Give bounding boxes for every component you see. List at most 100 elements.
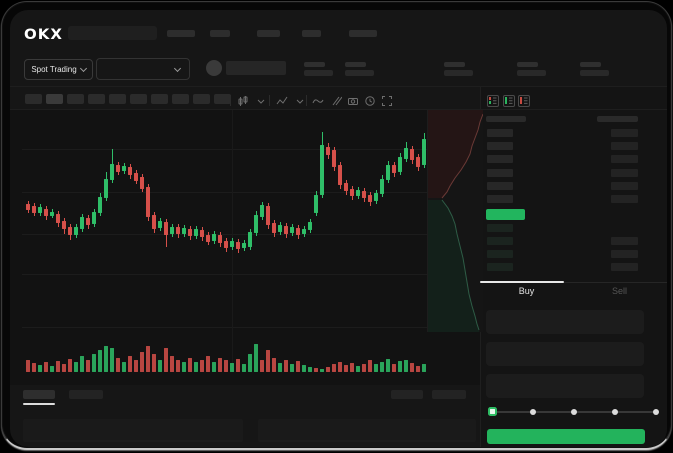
- ask-row[interactable]: [480, 193, 667, 205]
- search-input[interactable]: [68, 26, 157, 40]
- candle-body: [260, 205, 264, 217]
- candle-body: [32, 206, 36, 213]
- camera-icon[interactable]: [346, 94, 360, 107]
- orders-action-placeholder[interactable]: [432, 390, 466, 399]
- volume-bar: [212, 362, 216, 372]
- nav-item[interactable]: [167, 30, 195, 37]
- coin-avatar[interactable]: [206, 60, 222, 76]
- volume-bar: [92, 354, 96, 372]
- slider-stop[interactable]: [653, 409, 659, 415]
- gridline: [22, 327, 427, 328]
- candle-body: [374, 193, 378, 201]
- ask-price-placeholder: [487, 142, 513, 151]
- book-bids-icon[interactable]: [502, 94, 515, 107]
- timeframe-chip[interactable]: [109, 94, 126, 104]
- slider-handle[interactable]: [487, 407, 497, 416]
- total-field[interactable]: [486, 374, 644, 398]
- volume-bar: [44, 362, 48, 372]
- volume-bar: [140, 352, 144, 372]
- volume-bar: [344, 365, 348, 372]
- timeframe-chip[interactable]: [88, 94, 105, 104]
- candle-body: [302, 229, 306, 234]
- chevron-down-icon[interactable]: [254, 94, 268, 107]
- candle-body: [230, 241, 234, 247]
- nav-item[interactable]: [210, 30, 230, 37]
- brush-icon[interactable]: [329, 94, 343, 107]
- nav-item[interactable]: [349, 30, 377, 37]
- candles-icon[interactable]: [236, 94, 250, 107]
- timeframe-chip[interactable]: [193, 94, 210, 104]
- timeframe-chip[interactable]: [67, 94, 84, 104]
- volume-bar: [236, 359, 240, 372]
- pair-dropdown[interactable]: [96, 58, 190, 80]
- candle-body: [38, 207, 42, 213]
- pair-name-placeholder: [226, 61, 286, 75]
- market-type-selector[interactable]: Spot Trading: [24, 59, 93, 80]
- ask-amount-placeholder: [611, 181, 638, 190]
- candle-body: [188, 229, 192, 236]
- orders-tab[interactable]: [69, 390, 103, 399]
- tab-sell[interactable]: Sell: [611, 286, 627, 296]
- volume-bar: [188, 358, 192, 372]
- candlestick-chart[interactable]: [22, 117, 427, 287]
- volume-bar: [404, 360, 408, 372]
- orders-table-placeholder: [258, 419, 476, 442]
- timeframe-chip[interactable]: [130, 94, 147, 104]
- timeframe-chip[interactable]: [25, 94, 42, 104]
- timeframe-chip[interactable]: [172, 94, 189, 104]
- orders-tab[interactable]: [23, 390, 55, 399]
- buy-submit-button[interactable]: [487, 429, 645, 444]
- stat-value-placeholder: [517, 70, 546, 76]
- candle-body: [146, 187, 150, 217]
- tab-buy[interactable]: Buy: [518, 286, 535, 296]
- candle-body: [152, 215, 156, 229]
- bid-row[interactable]: [480, 248, 667, 260]
- chevron-down-icon[interactable]: [293, 94, 307, 107]
- stat-label-placeholder: [345, 62, 366, 67]
- volume-bar: [356, 366, 360, 372]
- ask-row[interactable]: [480, 140, 667, 152]
- candle-body: [122, 166, 126, 171]
- candle-body: [356, 190, 360, 196]
- volume-bar: [86, 360, 90, 372]
- candle-body: [224, 241, 228, 248]
- ask-row[interactable]: [480, 127, 667, 139]
- candle-body: [338, 165, 342, 185]
- last-price-bar[interactable]: [486, 209, 525, 220]
- fullscreen-icon[interactable]: [380, 94, 394, 107]
- gridline: [22, 192, 427, 193]
- volume-bar: [338, 362, 342, 372]
- bid-row[interactable]: [480, 235, 667, 247]
- clock-icon[interactable]: [363, 94, 377, 107]
- ask-row[interactable]: [480, 153, 667, 165]
- candle-body: [158, 221, 162, 228]
- timeframe-chip[interactable]: [151, 94, 168, 104]
- orders-action-placeholder[interactable]: [391, 390, 423, 399]
- volume-bar: [308, 367, 312, 372]
- amount-field[interactable]: [486, 342, 644, 366]
- ask-row[interactable]: [480, 180, 667, 192]
- nav-item[interactable]: [302, 30, 321, 37]
- book-asks-icon[interactable]: [518, 94, 530, 107]
- bid-row[interactable]: [480, 261, 667, 273]
- indicators-icon[interactable]: [275, 94, 289, 107]
- volume-bar: [38, 365, 42, 372]
- ask-amount-placeholder: [611, 168, 638, 177]
- candle-body: [200, 230, 204, 237]
- slider-stop[interactable]: [612, 409, 618, 415]
- price-field[interactable]: [486, 310, 644, 334]
- candle-body: [50, 212, 54, 216]
- stat-value-placeholder: [580, 70, 609, 76]
- book-both-icon[interactable]: [487, 94, 499, 107]
- timeframe-chip[interactable]: [46, 94, 63, 104]
- volume-bar: [380, 362, 384, 372]
- candle-body: [416, 157, 420, 167]
- slider-stop[interactable]: [571, 409, 577, 415]
- bid-row[interactable]: [480, 222, 667, 234]
- timeframe-chip[interactable]: [214, 94, 231, 104]
- slider-stop[interactable]: [530, 409, 536, 415]
- line-tool-icon[interactable]: [311, 94, 325, 107]
- toolbar-separator: [269, 95, 270, 106]
- ask-row[interactable]: [480, 167, 667, 179]
- nav-item[interactable]: [257, 30, 280, 37]
